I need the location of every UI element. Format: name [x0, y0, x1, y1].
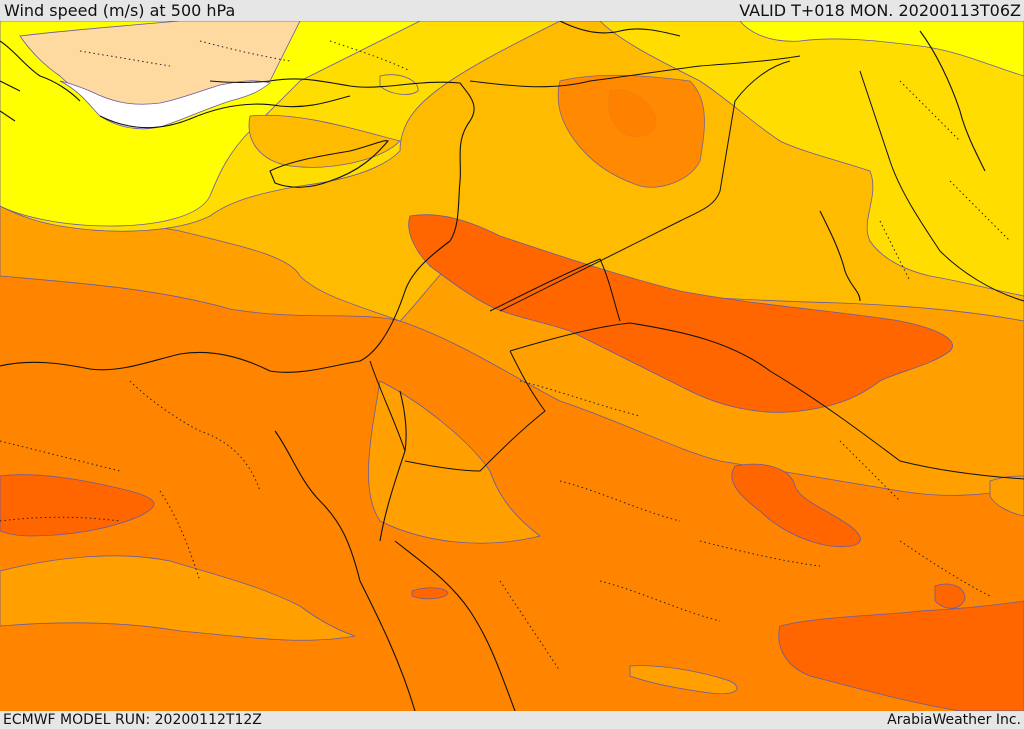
admin-borders-egypt [0, 380, 261, 582]
band-light-orange-center [368, 380, 541, 544]
coastline-mediterranean [0, 78, 475, 373]
band-dark-orange-arabia [731, 463, 861, 547]
coastline-turkey-south [99, 95, 351, 129]
credit: ArabiaWeather Inc. [887, 712, 1021, 728]
band-dark-orange-redsea [411, 587, 449, 600]
border-turkey-syria [469, 55, 801, 88]
coastline-aegean [0, 40, 81, 122]
border-egypt-israel [369, 360, 406, 452]
border-iraq-saudi [509, 322, 1024, 480]
border-jordan-saudi [404, 350, 546, 472]
valid-time: VALID T+018 MON. 20200113T06Z [739, 1, 1021, 20]
admin-borders-arabia [499, 380, 991, 672]
coastline-gulf-suez [379, 390, 407, 542]
land-white [59, 80, 271, 130]
model-run: ECMWF MODEL RUN: 20200112T12Z [3, 712, 262, 728]
coastline-caspian [919, 30, 986, 172]
band-dark-orange-se [778, 600, 1024, 711]
border-jordan-iraq [489, 258, 621, 322]
footer-bar: ECMWF MODEL RUN: 20200112T12Z ArabiaWeat… [0, 711, 1024, 729]
coastline-black-sea [559, 21, 681, 37]
band-yellow-ne [739, 21, 1024, 77]
band-dark-orange-jet [408, 214, 953, 413]
band-orange-syria [557, 74, 705, 188]
coastline-persian-gulf [819, 210, 861, 302]
chart-title: Wind speed (m/s) at 500 hPa [4, 1, 236, 20]
admin-borders-turkey [79, 40, 411, 72]
band-dark-orange-small [934, 583, 966, 609]
coastline-red-sea-east [394, 540, 516, 711]
band-light-orange-sw [0, 555, 356, 641]
wind-speed-map [0, 21, 1024, 711]
header-bar: Wind speed (m/s) at 500 hPa VALID T+018 … [0, 0, 1024, 21]
map-canvas [0, 21, 1024, 711]
band-dark-orange-west [0, 474, 155, 537]
border-syria-iraq [499, 60, 791, 312]
coastline-cyprus [269, 140, 389, 188]
border-iran-iraq [859, 70, 1024, 302]
band-light-orange-south [629, 665, 738, 695]
coastline-red-sea-west [274, 430, 416, 711]
band-gold [0, 21, 1024, 297]
